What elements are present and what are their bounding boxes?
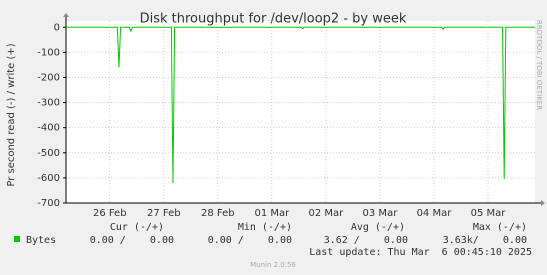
legend-value: 3.62 / 0.00 [324, 235, 408, 246]
legend-header: Cur (-/+) [110, 222, 164, 233]
y-tick-label: -200 [37, 72, 60, 83]
legend-value: 0.00 / 0.00 [90, 235, 174, 246]
x-tick-label: 03 Mar [363, 208, 399, 219]
plot-area [66, 21, 535, 203]
legend-value: 0.00 / 0.00 [208, 235, 292, 246]
x-tick-label: 05 Mar [471, 208, 507, 219]
legend-header: Min (-/+) [238, 222, 292, 233]
footer: Munin 2.0.56 [250, 261, 296, 269]
chart-title: Disk throughput for /dev/loop2 - by week [140, 12, 407, 27]
x-tick-label: 26 Feb [93, 208, 127, 219]
x-tick-label: 04 Mar [417, 208, 453, 219]
legend-swatch [14, 236, 20, 242]
y-tick-label: -600 [37, 173, 60, 184]
legend-value: 3.63k/ 0.00 [443, 235, 527, 246]
x-tick-label: 02 Mar [309, 208, 345, 219]
x-tick-label: 01 Mar [254, 208, 290, 219]
y-tick-label: 0 [54, 22, 60, 33]
y-axis-label: Pr second read (-) / write (+) [6, 43, 17, 186]
side-label: RRDTOOL / TOBI OETIKER [535, 20, 543, 110]
series-line [66, 26, 535, 183]
x-tick-label: 28 Feb [201, 208, 235, 219]
axis-arrow [541, 200, 545, 206]
y-tick-label: -500 [37, 148, 60, 159]
y-tick-label: -400 [37, 123, 60, 134]
x-tick-label: 27 Feb [147, 208, 181, 219]
legend-label: Bytes [26, 235, 56, 246]
legend-header: Max (-/+) [473, 222, 527, 233]
y-tick-label: -700 [37, 198, 60, 209]
y-tick-label: -300 [37, 98, 60, 109]
last-update: Last update: Thu Mar 6 00:45:10 2025 [309, 247, 532, 258]
y-tick-label: -100 [37, 47, 60, 58]
axis-arrow [63, 13, 69, 17]
legend-header: Avg (-/+) [351, 222, 405, 233]
